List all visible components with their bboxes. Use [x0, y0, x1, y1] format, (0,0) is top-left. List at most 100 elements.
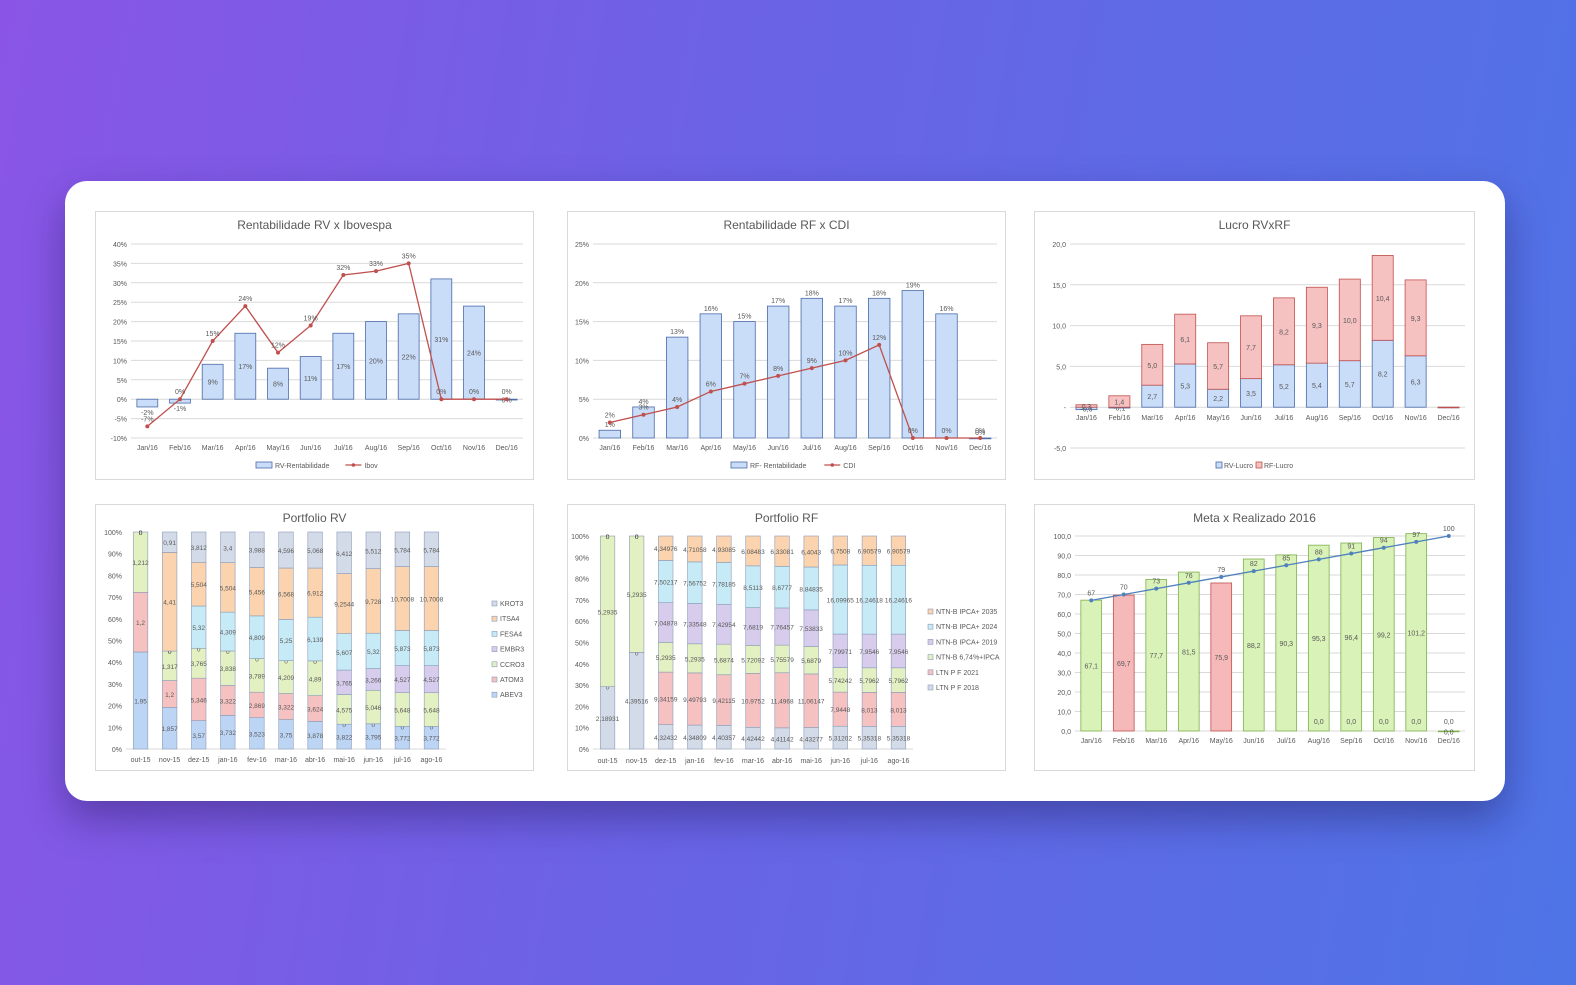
segment-data-label: 5,068	[307, 548, 324, 555]
bar	[766, 305, 790, 439]
stacked-bar-segment	[745, 535, 761, 567]
bar-data-label: 77,7	[1149, 653, 1163, 660]
legend-label: RV-Rentabilidade	[275, 463, 329, 470]
chart-panel-lucro: Lucro RVxRF -5,0-5,0 10,0 15,0 20,0 Jan/16 Fe…	[1034, 211, 1475, 480]
line-data-label: 33%	[369, 261, 383, 268]
segment-data-label: 4,40357	[712, 735, 736, 742]
segment-data-label: 1,212	[132, 560, 149, 567]
y-tick-label: 10%	[108, 725, 122, 732]
line-point	[607, 420, 612, 425]
stacked-bar-segment	[278, 531, 294, 569]
line-point	[843, 358, 848, 363]
x-tick-label: fev-16	[247, 757, 267, 764]
series-line	[609, 343, 981, 439]
line-data-label: 67	[1087, 590, 1095, 597]
x-tick-label: out-15	[598, 758, 618, 765]
y-tick-label: 70%	[575, 598, 589, 605]
segment-data-label: 9,728	[365, 599, 382, 606]
x-tick-label: Nov/16	[1405, 415, 1427, 422]
legend-label: NTN-B 6,74%+IPCA	[936, 655, 1000, 662]
x-tick-label: May/16	[1210, 738, 1233, 745]
line-point	[1186, 580, 1191, 585]
segment-data-label: 0	[606, 534, 610, 541]
y-tick-label: 100%	[571, 534, 589, 541]
legend-marker	[830, 463, 835, 467]
segment-data-label: 7,76457	[770, 625, 794, 632]
line-point	[210, 339, 215, 343]
legend-swatch	[1215, 461, 1223, 469]
line-point	[1349, 551, 1354, 556]
segment-data-label: 2,869	[249, 703, 266, 710]
bar	[1275, 554, 1298, 732]
line-data-label: 12%	[872, 335, 886, 342]
stacked-bar-segment	[1174, 313, 1197, 365]
x-tick-label: ago-16	[888, 758, 910, 765]
legend-label: ATOM3	[500, 677, 524, 684]
x-tick-label: jan-16	[217, 757, 238, 764]
x-tick-label: Dec/16	[496, 445, 518, 452]
segment-data-label: 3,765	[336, 680, 353, 687]
segment-data-label: 0	[635, 534, 639, 541]
x-tick-label: Oct/16	[431, 445, 452, 452]
x-tick-label: fev-16	[714, 758, 734, 765]
x-tick-label: Feb/16	[1113, 738, 1135, 745]
segment-data-label: 5,7	[1345, 382, 1355, 389]
segment-data-label: 5,32	[367, 649, 380, 656]
y-tick-label: 0%	[112, 747, 122, 754]
segment-data-label: 5,784	[394, 547, 411, 554]
x-tick-label: May/16	[267, 445, 290, 452]
x-tick-label: Aug/16	[834, 445, 856, 452]
segment-data-label: 0	[139, 530, 143, 537]
bar-data-label: 8%	[273, 382, 283, 389]
stacked-bar-segment	[365, 531, 381, 569]
line-data-label: 6%	[706, 381, 716, 388]
segment-data-label: 4,41142	[771, 736, 794, 743]
segment-data-label: 8,013	[861, 707, 878, 714]
line-data-label: 15%	[206, 331, 220, 338]
segment-data-label: 0	[635, 534, 639, 541]
line-data-label: 100	[1443, 526, 1455, 533]
bar	[1405, 533, 1428, 732]
x-tick-label: Jul/16	[1277, 738, 1296, 745]
stacked-bar-segment	[1404, 279, 1427, 357]
y-tick-label: 0%	[117, 397, 127, 404]
segment-data-label: 5,512	[365, 548, 382, 555]
stacked-bar-segment	[1240, 315, 1262, 380]
y-tick-label: 40%	[575, 662, 589, 669]
x-tick-label: Sep/16	[868, 445, 890, 452]
bar-data-label: 18%	[872, 290, 886, 297]
chart-title: Portfolio RF	[754, 511, 819, 525]
stacked-bar-segment	[599, 535, 616, 687]
line-data-label: 79	[1217, 567, 1225, 574]
segment-data-label: 6,3	[1411, 379, 1421, 386]
legend-swatch	[491, 676, 498, 683]
legend-label: NTN-B IPCA+ 2035	[936, 609, 997, 616]
y-tick-label: 30%	[113, 281, 127, 288]
bar	[665, 336, 689, 439]
segment-data-label: 16,09965	[827, 597, 854, 604]
segment-data-label: 0	[606, 685, 610, 692]
x-tick-label: Apr/16	[701, 445, 722, 452]
x-tick-label: jul-16	[860, 758, 878, 765]
segment-data-label: 0	[284, 659, 288, 666]
x-tick-label: Mar/16	[666, 445, 688, 452]
y-tick-label: 10%	[575, 358, 589, 365]
stacked-bar-segment	[220, 531, 236, 563]
segment-data-label: 3,57	[192, 733, 205, 740]
line-data-label: 91	[1347, 544, 1355, 551]
segment-data-label: 0	[197, 646, 201, 653]
x-tick-label: Jan/16	[599, 445, 620, 452]
y-tick-label: 20%	[113, 320, 127, 327]
segment-data-label: 7,33548	[683, 622, 707, 629]
y-tick-label: 90,0	[1057, 554, 1071, 561]
x-tick-label: mar-16	[742, 758, 764, 765]
x-tick-label: Dec/16	[969, 445, 991, 452]
stacked-bar-segment	[249, 531, 265, 568]
bar-data-label: 1%	[605, 422, 615, 429]
y-tick-label: 30%	[575, 683, 589, 690]
segment-data-label: 4,39516	[625, 699, 649, 706]
segment-data-label: 7,79971	[829, 649, 853, 656]
stacked-bar-segment	[191, 531, 207, 563]
segment-data-label: 16,24616	[885, 598, 912, 605]
line-data-label: 12%	[271, 343, 285, 350]
